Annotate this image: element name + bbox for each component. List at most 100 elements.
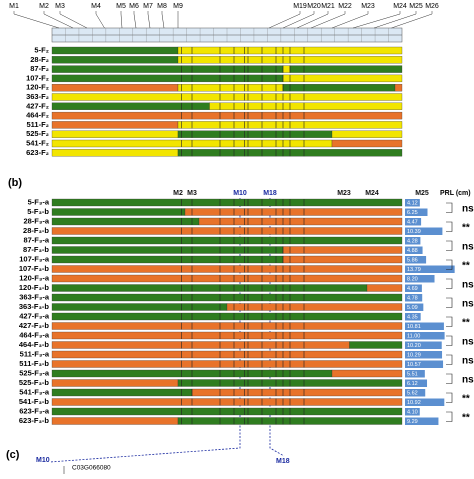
row-label: 28-F₃-b [23,226,49,235]
bracket [446,316,453,327]
row-label: 120-F₃-a [19,273,50,282]
row-label: 525-F₃-a [19,368,50,377]
marker-label: M10 [233,190,247,197]
genotype-segment [331,369,403,378]
prl-bar [405,256,427,264]
significance: ** [462,412,470,423]
marker-label: M19 [293,3,307,10]
marker-label: M3 [55,3,65,10]
prl-bar [405,275,435,283]
marker-link [268,11,301,29]
row-label: 120-F₂ [26,83,49,92]
significance: ns [462,298,474,309]
marker-label: M4 [91,3,101,10]
panel-label: (b) [8,177,22,189]
prl-value: 11.00 [407,333,420,339]
marker-link [43,11,74,29]
row-label: 87-F₂ [30,64,49,73]
bracket [446,278,453,289]
marker-link [310,11,346,29]
prl-bar [405,332,445,340]
genotype-segment [51,388,193,397]
genotype-segment [51,293,403,302]
genotype-segment [51,217,200,226]
prl-bar [405,199,420,207]
prl-value: 5.86 [407,257,418,263]
prl-bar [405,408,420,416]
prl-header: PRL (cm) [440,190,471,197]
significance: ns [462,279,474,290]
genotype-segment [51,303,228,311]
bracket [446,297,453,308]
genotype-segment [51,121,179,129]
prl-value: 9.29 [407,419,418,425]
row-label: 623-F₃-b [19,416,50,425]
significance: ns [462,374,474,385]
genotype-segment [282,84,396,92]
prl-value: 10.29 [407,352,421,358]
genotype-segment [177,84,284,92]
genotype-segment [51,74,284,83]
genotype-segment [289,65,403,73]
marker-label: M8 [157,3,167,10]
marker-link [147,11,151,29]
prl-value: 13.79 [407,267,421,273]
row-label: 28-F₂ [30,55,49,64]
prl-bar [405,294,423,302]
bracket [446,259,453,270]
genotype-segment [51,398,403,406]
prl-bar [405,227,443,235]
significance: ** [462,393,470,404]
genotype-segment [51,379,179,387]
genotype-segment [191,388,403,397]
genotype-segment [177,130,333,138]
genotype-segment [51,84,179,92]
prl-bar [405,417,439,425]
marker-label: M1 [9,3,19,10]
genotype-segment [331,130,403,138]
genotype-segment [51,208,186,216]
row-label: 363-F₃-b [19,302,50,311]
genotype-segment [51,417,179,425]
prl-bar [405,284,422,292]
prl-bar [405,208,428,216]
prl-value: 10.92 [407,400,421,406]
genotype-segment [282,246,403,254]
prl-value: 10.57 [407,362,421,368]
prl-value: 4.47 [407,219,418,225]
genotype-segment [51,322,403,330]
row-label: 525-F₂ [26,129,49,138]
marker-label: M25 [415,190,429,197]
marker-link [13,11,60,29]
genotype-segment [51,102,210,110]
prl-value: 5.09 [407,305,418,311]
prl-value: 10.81 [407,324,421,330]
genotype-segment [51,274,403,283]
row-label: 541-F₃-a [19,387,50,396]
row-label: 464-F₃-b [19,340,50,349]
prl-value: 4.28 [407,238,418,244]
prl-bar [405,379,428,387]
bracket [446,354,453,365]
genotype-segment [51,284,368,292]
significance: ns [462,355,474,366]
genotype-segment [349,341,403,349]
prl-value: 6.25 [407,210,418,216]
genotype-segment [51,46,179,55]
prl-bar [405,398,445,406]
genotype-segment [51,350,403,359]
prl-bar [405,370,425,378]
region-line [49,198,285,463]
marker-label: M7 [143,3,153,10]
marker-link [95,11,105,29]
prl-bar [405,360,444,368]
row-label: 511-F₃-a [20,349,50,358]
marker-label: M24 [365,190,379,197]
genotype-segment [331,139,403,148]
marker-label: M3 [187,190,197,197]
marker-link [120,11,123,29]
genotype-segment [51,227,403,235]
marker-label: M2 [173,190,183,197]
prl-bar [405,265,455,273]
prl-bar [405,246,423,254]
